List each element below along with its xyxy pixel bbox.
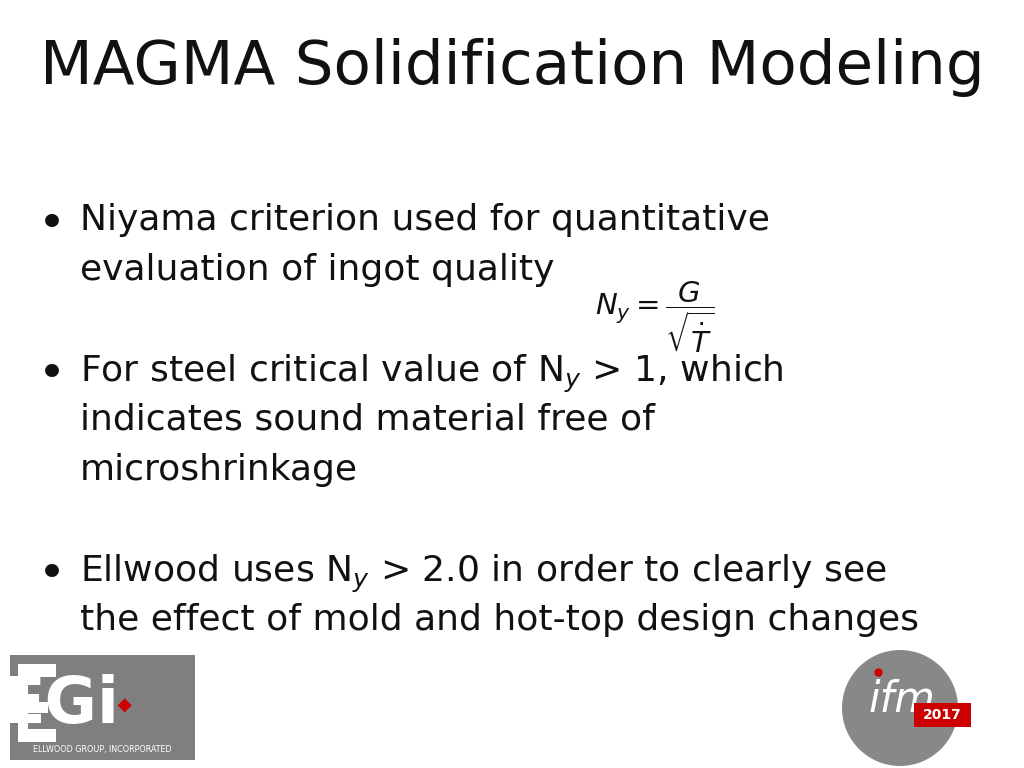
Text: Niyama criterion used for quantitative: Niyama criterion used for quantitative — [80, 203, 770, 237]
Text: For steel critical value of N$_y$ > 1, which: For steel critical value of N$_y$ > 1, w… — [80, 353, 783, 395]
Polygon shape — [118, 698, 132, 713]
FancyBboxPatch shape — [914, 703, 971, 727]
FancyBboxPatch shape — [18, 665, 28, 742]
Text: indicates sound material free of: indicates sound material free of — [80, 403, 655, 437]
Text: •: • — [38, 203, 66, 248]
FancyBboxPatch shape — [18, 664, 56, 677]
Text: ELLWOOD GROUP, INCORPORATED: ELLWOOD GROUP, INCORPORATED — [33, 745, 172, 754]
Text: EGi: EGi — [1, 674, 119, 736]
FancyBboxPatch shape — [18, 702, 48, 713]
Text: •: • — [38, 553, 66, 598]
Text: evaluation of ingot quality: evaluation of ingot quality — [80, 253, 555, 287]
Text: 2017: 2017 — [923, 708, 962, 722]
Text: MAGMA Solidification Modeling: MAGMA Solidification Modeling — [40, 38, 984, 97]
FancyBboxPatch shape — [18, 729, 56, 742]
Text: Ellwood uses N$_y$ > 2.0 in order to clearly see: Ellwood uses N$_y$ > 2.0 in order to cle… — [80, 553, 887, 595]
FancyBboxPatch shape — [10, 655, 195, 760]
Text: the effect of mold and hot-top design changes: the effect of mold and hot-top design ch… — [80, 603, 919, 637]
Text: ifm: ifm — [868, 679, 935, 721]
Text: microshrinkage: microshrinkage — [80, 453, 358, 487]
Circle shape — [842, 650, 958, 766]
Text: •: • — [38, 353, 66, 398]
Text: $N_y = \dfrac{G}{\sqrt{\dot{T}}}$: $N_y = \dfrac{G}{\sqrt{\dot{T}}}$ — [595, 280, 714, 356]
